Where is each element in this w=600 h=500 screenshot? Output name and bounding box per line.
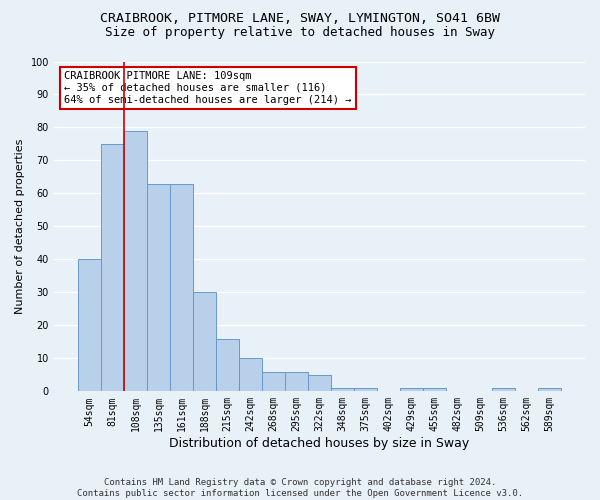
Bar xyxy=(354,388,377,392)
Bar xyxy=(78,260,101,392)
Bar xyxy=(262,372,285,392)
Bar xyxy=(124,131,147,392)
Bar xyxy=(538,388,561,392)
Bar xyxy=(193,292,216,392)
Text: Size of property relative to detached houses in Sway: Size of property relative to detached ho… xyxy=(105,26,495,39)
Bar xyxy=(492,388,515,392)
Bar xyxy=(400,388,423,392)
Bar xyxy=(216,338,239,392)
Bar xyxy=(239,358,262,392)
Text: CRAIBROOK, PITMORE LANE, SWAY, LYMINGTON, SO41 6BW: CRAIBROOK, PITMORE LANE, SWAY, LYMINGTON… xyxy=(100,12,500,26)
Bar xyxy=(170,184,193,392)
Bar xyxy=(101,144,124,392)
Bar xyxy=(423,388,446,392)
Bar xyxy=(147,184,170,392)
Text: Contains HM Land Registry data © Crown copyright and database right 2024.
Contai: Contains HM Land Registry data © Crown c… xyxy=(77,478,523,498)
Text: CRAIBROOK PITMORE LANE: 109sqm
← 35% of detached houses are smaller (116)
64% of: CRAIBROOK PITMORE LANE: 109sqm ← 35% of … xyxy=(64,72,352,104)
Bar xyxy=(285,372,308,392)
Bar xyxy=(331,388,354,392)
Bar xyxy=(308,375,331,392)
Y-axis label: Number of detached properties: Number of detached properties xyxy=(15,138,25,314)
X-axis label: Distribution of detached houses by size in Sway: Distribution of detached houses by size … xyxy=(169,437,470,450)
